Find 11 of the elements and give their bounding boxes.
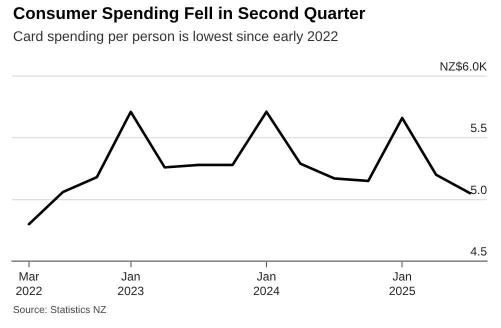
chart-title: Consumer Spending Fell in Second Quarter [13,4,366,24]
x-tick-label: Mar 2022 [16,270,43,298]
x-tick-label: Jan 2023 [117,270,144,298]
x-tick-label: Jan 2024 [253,270,280,298]
y-tick-label: 5.0 [470,182,488,197]
source-note: Source: Statistics NZ [13,305,106,316]
y-tick-label: 5.5 [470,121,488,136]
x-tick-label: Jan 2025 [388,270,416,298]
y-tick-label: 4.5 [470,244,488,259]
y-tick-label: NZ$6.0K [440,59,487,74]
chart-subtitle: Card spending per person is lowest since early 2022 [13,28,338,44]
